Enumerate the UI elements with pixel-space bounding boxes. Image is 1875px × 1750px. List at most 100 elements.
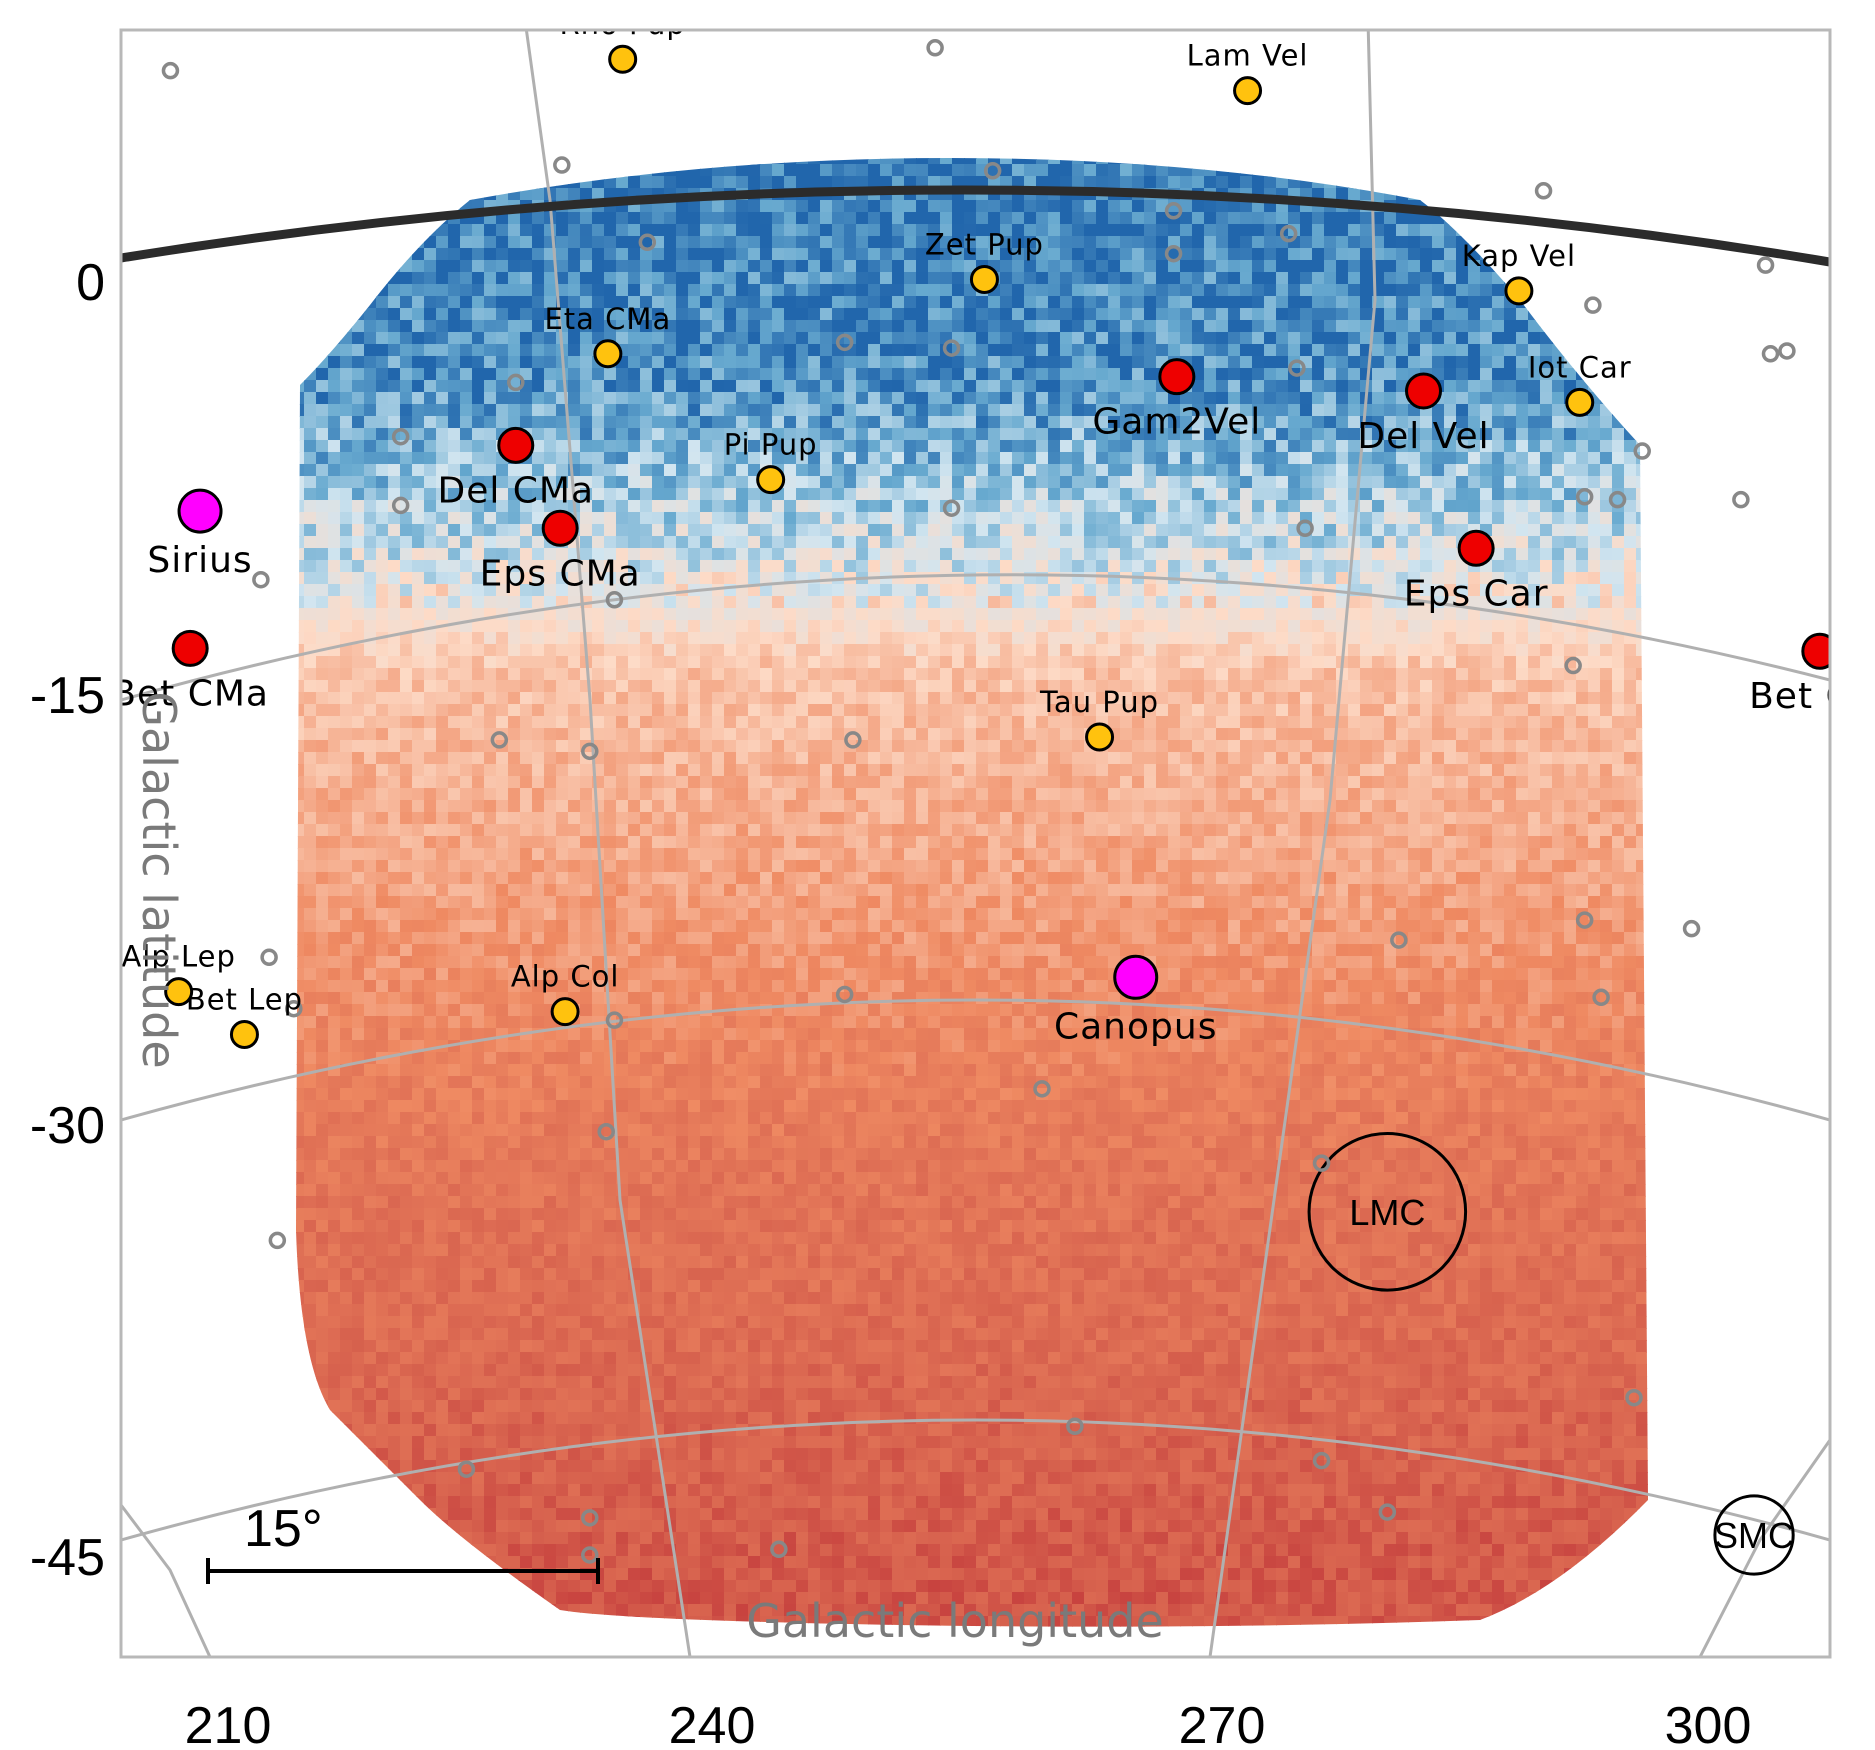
heatmap-cell [1144,212,1157,225]
heatmap-cell [340,200,353,213]
heatmap-cell [364,380,377,393]
heatmap-cell [460,308,473,321]
heatmap-cell [604,224,617,237]
heatmap-cell [760,284,773,297]
heatmap-cell [1108,488,1121,501]
heatmap-cell [1192,332,1205,345]
heatmap-cell [1276,488,1289,501]
heatmap-cell [1456,464,1469,477]
heatmap-cell [1228,176,1241,189]
heatmap-cell [328,158,341,165]
heatmap-cell [772,212,785,225]
heatmap-cell [1000,464,1013,477]
heatmap-cell [1552,332,1565,345]
heatmap-cell [472,140,485,153]
heatmap-cell [1300,428,1313,441]
heatmap-cell [832,392,845,405]
heatmap-cell [988,296,1001,309]
heatmap-cell [724,644,737,657]
heatmap-cell [1216,332,1229,345]
heatmap-cell [712,236,725,249]
heatmap-cell [1252,428,1265,441]
heatmap-cell [1084,176,1097,189]
heatmap-cell [556,188,569,201]
heatmap-cell [364,548,377,561]
heatmap-cell [808,512,821,525]
heatmap-cell [1492,500,1505,513]
heatmap-cell [1300,308,1313,321]
heatmap-cell [412,476,425,489]
heatmap-cell [1156,488,1169,501]
heatmap-cell [1540,164,1553,177]
heatmap-cell [664,344,677,357]
heatmap-cell [580,158,593,165]
heatmap-cell [604,158,617,165]
heatmap-cell [568,620,581,633]
heatmap-cell [496,140,509,153]
heatmap-cell [1360,212,1373,225]
heatmap-cell [1012,560,1025,573]
heatmap-cell [736,164,749,177]
heatmap-cell [736,356,749,369]
heatmap-cell [796,164,809,177]
heatmap-cell [1540,356,1553,369]
heatmap-cell [520,212,533,225]
heatmap-cell [1636,212,1648,225]
heatmap-cell [820,584,833,597]
heatmap-cell [328,200,341,213]
heatmap-cell [1000,248,1013,261]
heatmap-cell [1564,560,1577,573]
heatmap-cell [1420,332,1433,345]
heatmap-cell [352,584,365,597]
heatmap-cell [532,284,545,297]
heatmap-cell [1432,296,1445,309]
heatmap-cell [316,308,329,321]
heatmap-cell [952,524,965,537]
heatmap-cell [508,260,521,273]
heatmap-cell [1432,332,1445,345]
heatmap-cell [784,248,797,261]
heatmap-cell [1048,464,1061,477]
heatmap-cell [724,176,737,189]
heatmap-cell [784,200,797,213]
heatmap-cell [1024,512,1037,525]
heatmap-cell [1492,488,1505,501]
heatmap-cell [1528,476,1541,489]
heatmap-cell [700,176,713,189]
heatmap-cell [1192,440,1205,453]
heatmap-cell [532,356,545,369]
heatmap-cell [592,452,605,465]
heatmap-cell [1420,308,1433,321]
heatmap-cell [568,236,581,249]
heatmap-cell [592,632,605,645]
heatmap-cell [316,272,329,285]
heatmap-cell [1468,476,1481,489]
heatmap-cell [1600,416,1613,429]
heatmap-cell [352,308,365,321]
heatmap-cell [1576,332,1589,345]
heatmap-cell [604,380,617,393]
heatmap-cell [1096,176,1109,189]
heatmap-cell [1204,392,1217,405]
heatmap-cell [1432,512,1445,525]
heatmap-cell [844,140,857,153]
heatmap-cell [1120,452,1133,465]
heatmap-cell [1168,140,1181,153]
heatmap-cell [1072,284,1085,297]
heatmap-cell [1060,440,1073,453]
heatmap-cell [1168,512,1181,525]
heatmap-cell [1588,248,1601,261]
heatmap-cell [1252,332,1265,345]
heatmap-cell [1588,272,1601,285]
heatmap-cell [1036,140,1049,153]
heatmap-cell [568,260,581,273]
heatmap-cell [1180,224,1193,237]
heatmap-cell [604,236,617,249]
heatmap-cell [1312,236,1325,249]
heatmap-cell [640,464,653,477]
heatmap-cell [880,236,893,249]
heatmap-cell [1456,332,1469,345]
heatmap-cell [1192,176,1205,189]
heatmap-cell [296,548,305,561]
heatmap-cell [1420,440,1433,453]
